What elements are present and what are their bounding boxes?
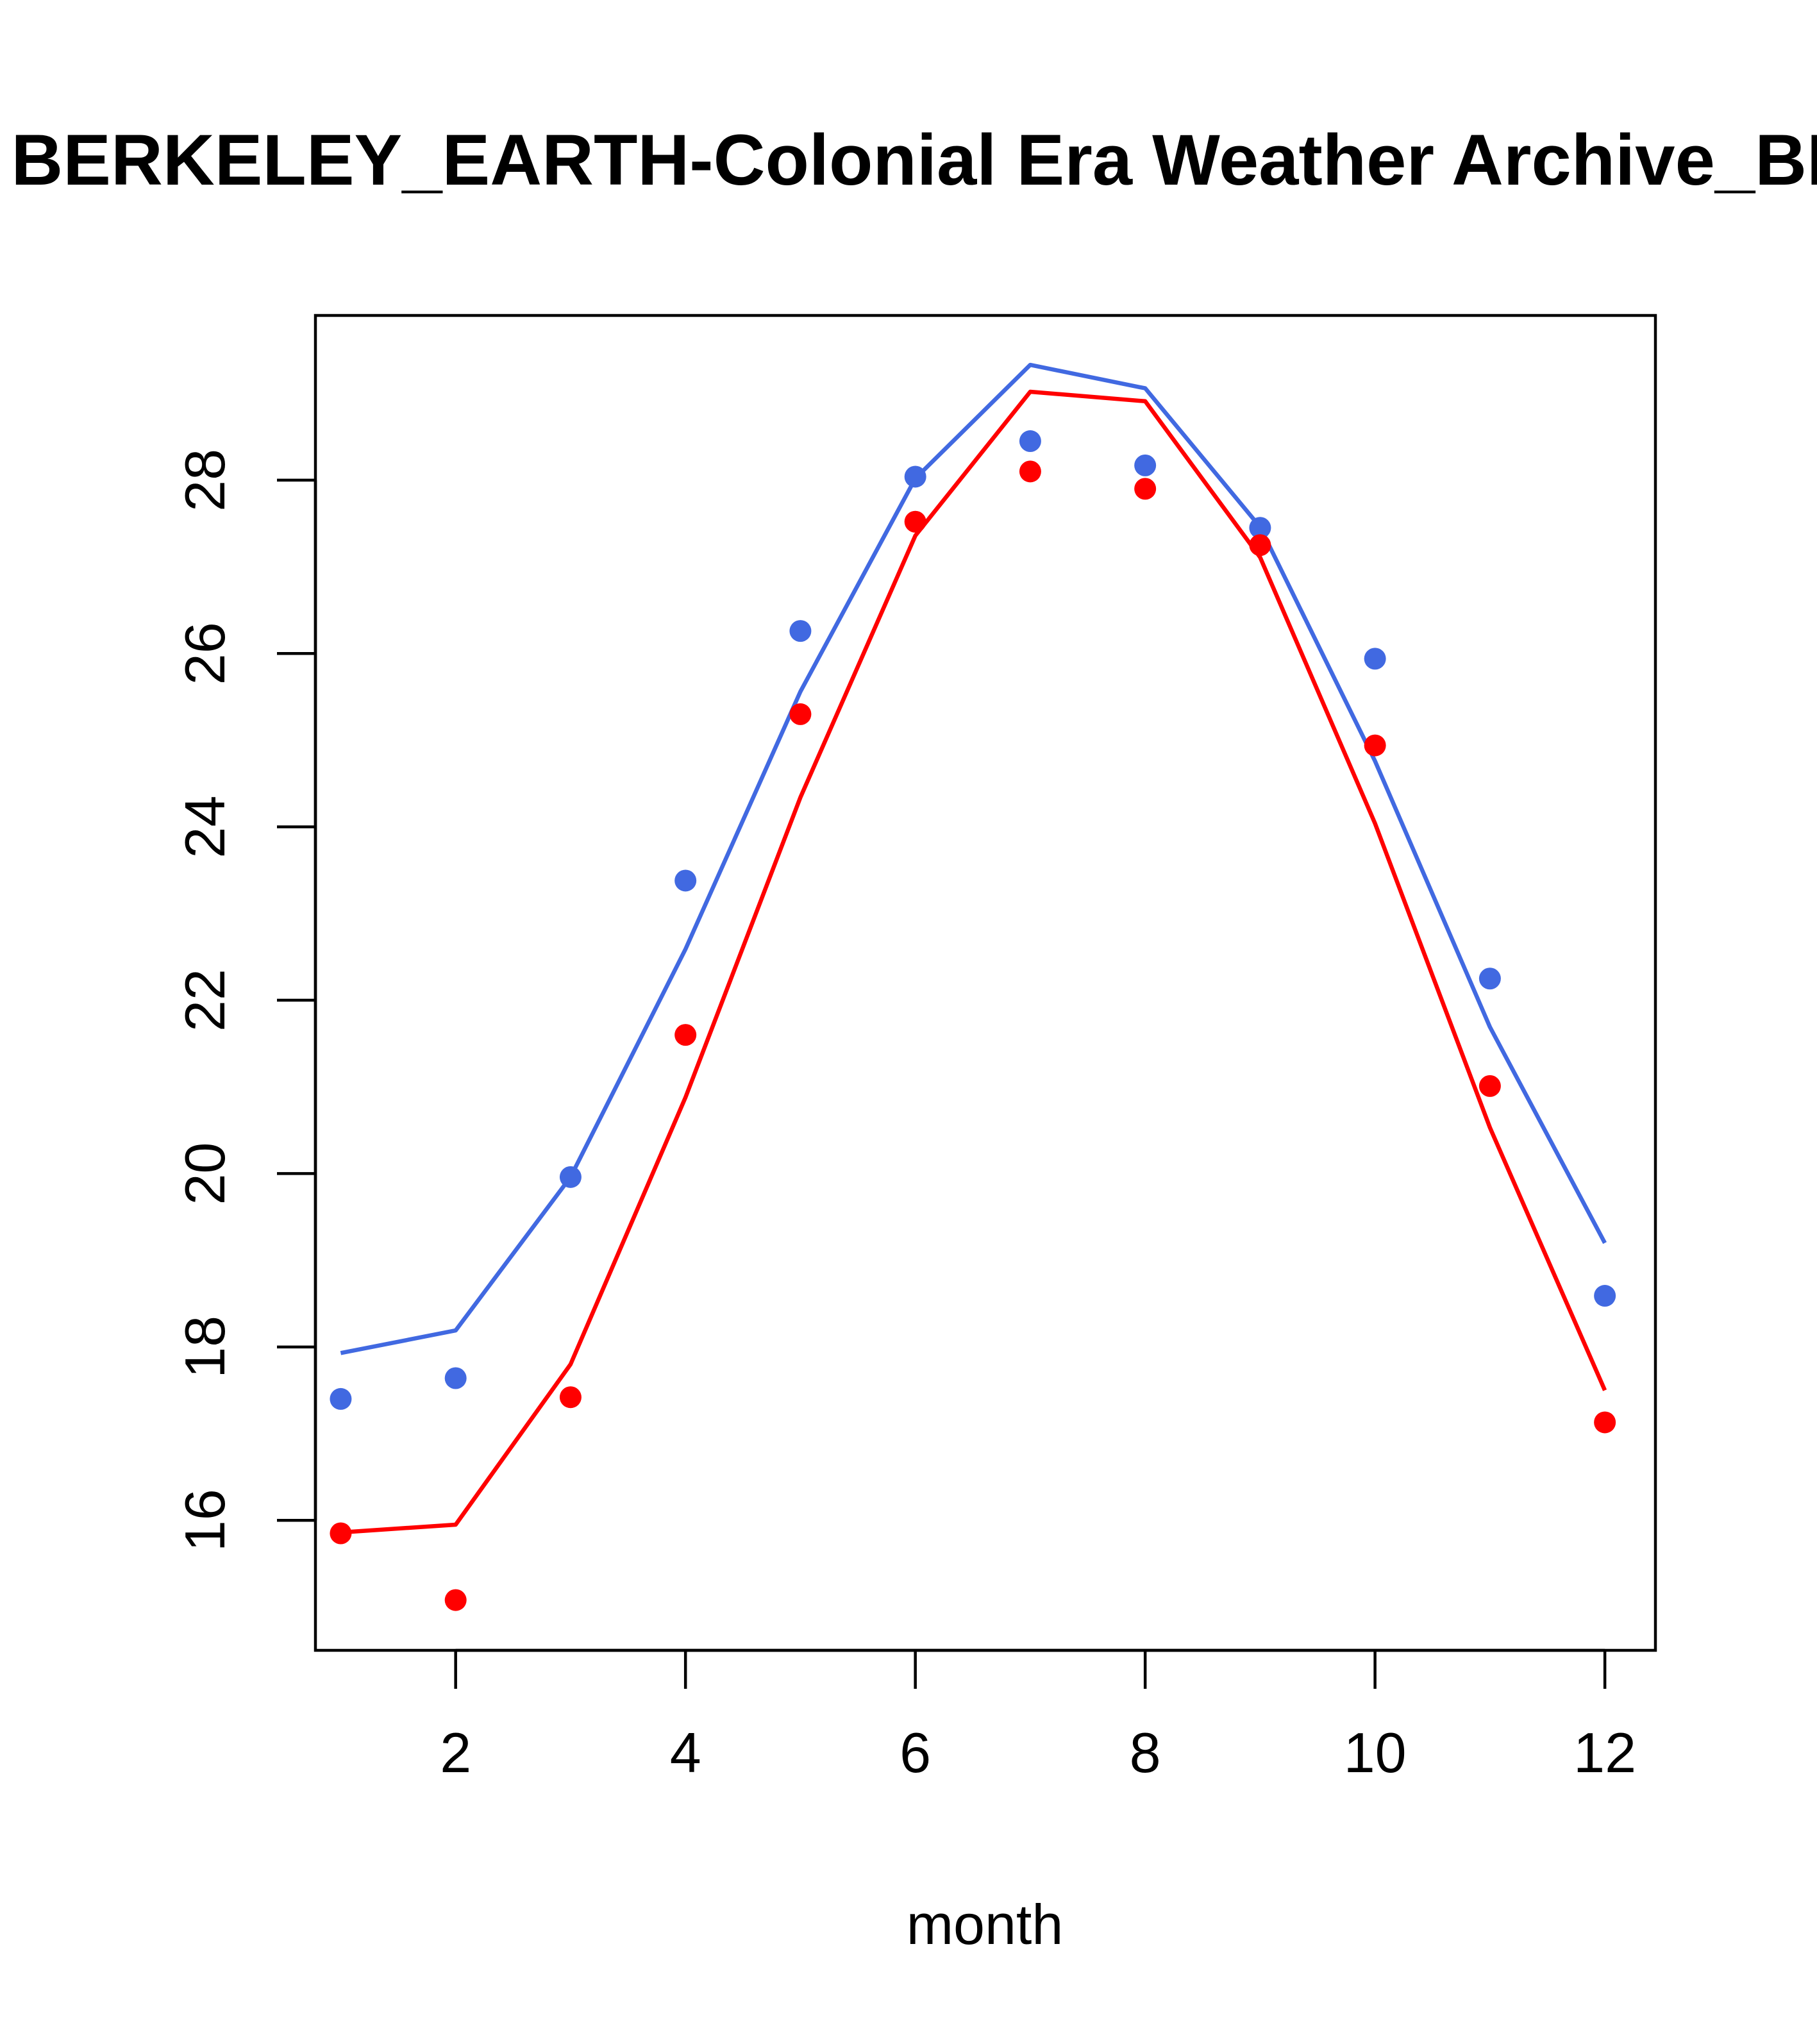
series-2-point: [674, 1024, 697, 1046]
series-1-point: [1019, 430, 1041, 453]
series-2-point: [559, 1386, 582, 1409]
series-2-point: [1478, 1075, 1501, 1097]
y-tick-label: 24: [173, 796, 237, 859]
chart-title: BERKELEY_EARTH-Colonial Era Weather Arch…: [11, 120, 1817, 200]
x-tick-label: 8: [1130, 1721, 1161, 1784]
series-1-point: [1364, 648, 1386, 670]
series-1-point: [1478, 968, 1501, 990]
series-2-point: [1249, 534, 1271, 557]
series-2-line: [340, 389, 1607, 1535]
x-tick-label: 2: [440, 1721, 471, 1784]
series-1-point: [1134, 454, 1157, 476]
series-layer: [330, 362, 1616, 1611]
series-2-point: [1364, 734, 1386, 757]
x-axis-label: month: [907, 1893, 1064, 1956]
series-1-point: [904, 465, 926, 488]
x-tick-label: 10: [1344, 1721, 1407, 1784]
series-1-point: [674, 869, 697, 892]
series-2-point: [1019, 460, 1041, 483]
y-tick-label: 20: [173, 1142, 237, 1205]
series-2-point: [1594, 1411, 1616, 1434]
x-tick-label: 6: [900, 1721, 931, 1784]
series-2-point: [904, 510, 926, 533]
x-tick-label: 12: [1573, 1721, 1636, 1784]
y-tick-label: 28: [173, 449, 237, 512]
x-tick-label: 4: [670, 1721, 701, 1784]
y-tick-label: 26: [173, 622, 237, 685]
y-tick-label: 16: [173, 1489, 237, 1552]
series-1-point: [789, 620, 812, 642]
x-axis: 2 4 6 8 10 12: [440, 1648, 1636, 1784]
series-2-point: [444, 1589, 467, 1611]
series-1-point: [1594, 1285, 1616, 1307]
series-2-point: [330, 1522, 352, 1545]
series-1-line: [340, 362, 1607, 1355]
series-1-point: [444, 1367, 467, 1389]
y-tick-label: 18: [173, 1316, 237, 1378]
series-2-point: [789, 703, 812, 725]
plot-frame: [314, 314, 1657, 1652]
y-tick-label: 22: [173, 969, 237, 1032]
y-axis: 16 18 20 22 24 26 28: [173, 449, 317, 1552]
series-1-point: [1249, 517, 1271, 539]
series-1-point: [559, 1166, 582, 1188]
series-2-point: [1134, 478, 1157, 500]
series-1-point: [330, 1387, 352, 1410]
